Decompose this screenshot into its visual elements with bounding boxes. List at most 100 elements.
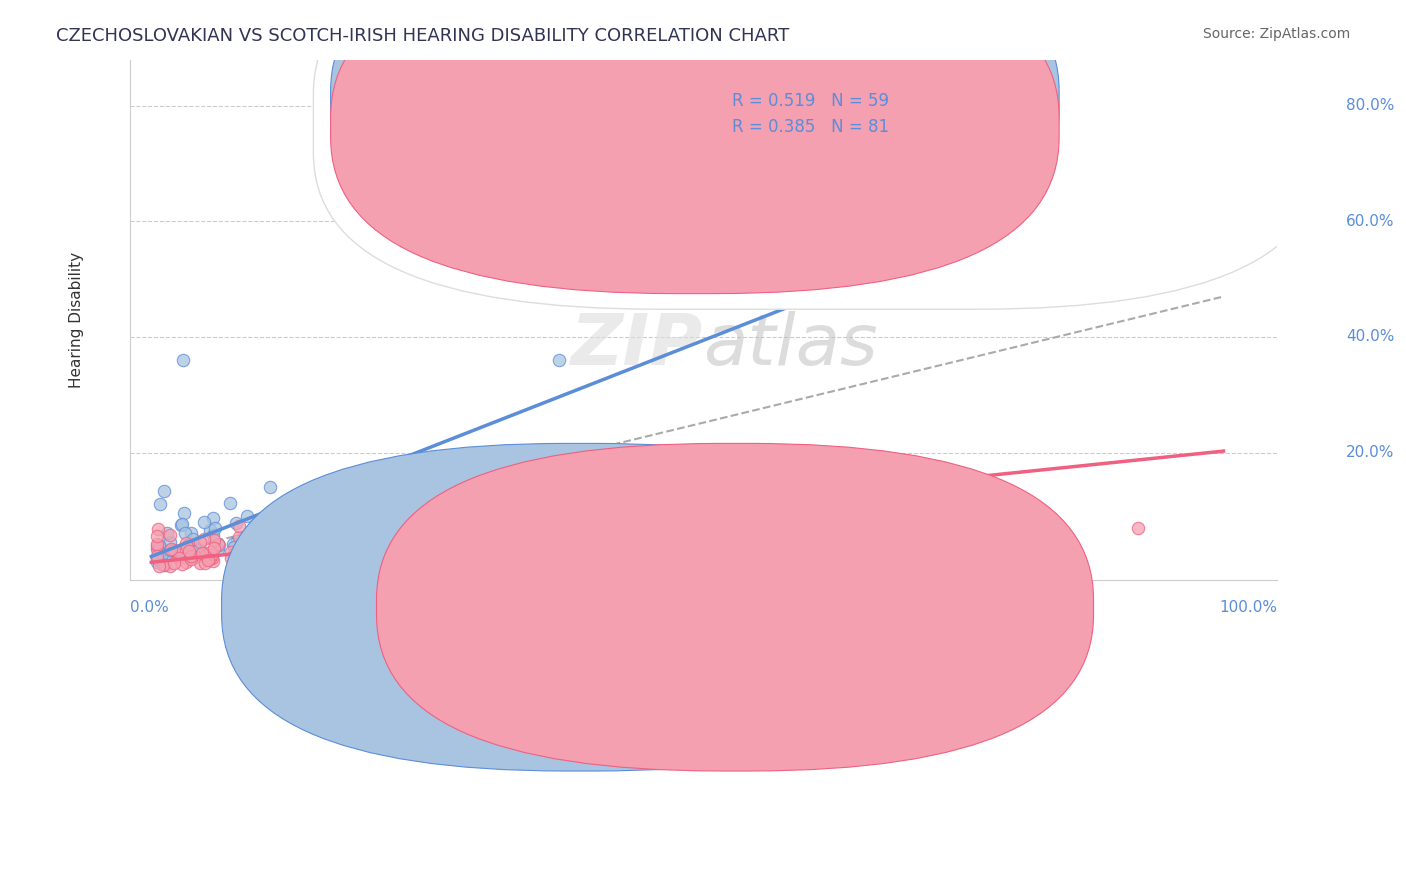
Point bbox=[174, 555, 197, 569]
Point bbox=[170, 518, 193, 533]
Point bbox=[152, 558, 174, 572]
Point bbox=[219, 551, 242, 566]
Point bbox=[188, 556, 211, 570]
Point bbox=[177, 538, 200, 552]
Text: Czechoslovakians: Czechoslovakians bbox=[568, 611, 703, 626]
Point bbox=[183, 550, 205, 565]
Point bbox=[148, 559, 170, 574]
Point bbox=[245, 525, 267, 540]
Point bbox=[354, 489, 377, 503]
Point bbox=[145, 528, 167, 542]
Point bbox=[170, 516, 193, 531]
Point bbox=[180, 552, 202, 566]
Text: 60.0%: 60.0% bbox=[1346, 214, 1395, 229]
Point bbox=[162, 543, 184, 558]
FancyBboxPatch shape bbox=[222, 443, 939, 771]
Point bbox=[200, 547, 222, 561]
Point bbox=[159, 542, 181, 557]
Point bbox=[221, 537, 243, 551]
Point bbox=[190, 546, 212, 560]
Point bbox=[263, 511, 285, 525]
Point bbox=[188, 547, 211, 561]
Text: R = 0.519   N = 59: R = 0.519 N = 59 bbox=[733, 92, 889, 111]
Point bbox=[197, 553, 219, 567]
FancyBboxPatch shape bbox=[314, 0, 1323, 310]
Point bbox=[562, 494, 585, 508]
Point bbox=[803, 498, 825, 512]
Point bbox=[249, 547, 271, 561]
Point bbox=[207, 542, 229, 557]
Point bbox=[269, 531, 291, 545]
Point bbox=[169, 551, 191, 566]
FancyBboxPatch shape bbox=[330, 0, 1059, 268]
Point bbox=[174, 525, 197, 540]
Point bbox=[380, 516, 402, 531]
Point bbox=[170, 558, 193, 572]
Point bbox=[149, 497, 172, 511]
Text: Scotch-Irish: Scotch-Irish bbox=[727, 611, 817, 626]
Text: 20.0%: 20.0% bbox=[1346, 445, 1395, 460]
Point bbox=[233, 539, 256, 553]
Text: R = 0.385   N = 81: R = 0.385 N = 81 bbox=[733, 119, 889, 136]
Point bbox=[352, 533, 374, 548]
Point bbox=[222, 540, 245, 554]
Point bbox=[156, 526, 179, 541]
Point bbox=[148, 538, 170, 552]
Point bbox=[290, 493, 312, 508]
Point bbox=[360, 514, 382, 528]
Point bbox=[489, 515, 512, 529]
Text: 100.0%: 100.0% bbox=[1219, 600, 1277, 615]
Point bbox=[388, 471, 411, 485]
Point bbox=[202, 511, 225, 525]
Point bbox=[194, 556, 217, 570]
Point bbox=[233, 543, 256, 558]
Text: Source: ZipAtlas.com: Source: ZipAtlas.com bbox=[1202, 27, 1350, 41]
Point bbox=[222, 547, 245, 561]
Point bbox=[221, 545, 243, 559]
Point bbox=[501, 528, 523, 542]
Point bbox=[188, 534, 211, 549]
Point bbox=[145, 555, 167, 569]
Point bbox=[259, 480, 281, 494]
Point bbox=[176, 540, 198, 554]
Point bbox=[357, 524, 380, 538]
Point bbox=[337, 524, 360, 538]
Point bbox=[247, 527, 270, 541]
Point bbox=[280, 538, 302, 552]
Point bbox=[193, 515, 215, 529]
Point bbox=[346, 493, 368, 508]
Point bbox=[284, 500, 307, 514]
Point bbox=[260, 520, 283, 534]
Point bbox=[693, 514, 716, 528]
Point bbox=[250, 549, 273, 563]
Point bbox=[239, 532, 262, 546]
Point bbox=[195, 549, 218, 563]
Point bbox=[172, 353, 194, 368]
Point bbox=[311, 545, 333, 559]
Point bbox=[202, 533, 225, 547]
Point bbox=[145, 552, 167, 566]
FancyBboxPatch shape bbox=[377, 443, 1094, 771]
Point bbox=[291, 491, 314, 506]
Point bbox=[758, 470, 780, 484]
Point bbox=[228, 544, 250, 558]
Point bbox=[228, 530, 250, 544]
Text: 40.0%: 40.0% bbox=[1346, 329, 1395, 344]
Point bbox=[163, 543, 186, 558]
Point bbox=[273, 540, 295, 554]
Point bbox=[181, 532, 204, 546]
Point bbox=[267, 512, 290, 526]
Text: Hearing Disability: Hearing Disability bbox=[69, 252, 84, 388]
Point bbox=[207, 537, 229, 551]
Point bbox=[180, 549, 202, 563]
Text: 0.0%: 0.0% bbox=[129, 600, 169, 615]
Point bbox=[547, 353, 569, 368]
Point bbox=[153, 484, 176, 499]
Point bbox=[328, 530, 350, 544]
Point bbox=[204, 521, 226, 535]
Point bbox=[160, 541, 183, 556]
Point bbox=[170, 544, 193, 558]
Point bbox=[148, 549, 170, 564]
Point bbox=[257, 551, 280, 566]
Point bbox=[159, 558, 181, 573]
